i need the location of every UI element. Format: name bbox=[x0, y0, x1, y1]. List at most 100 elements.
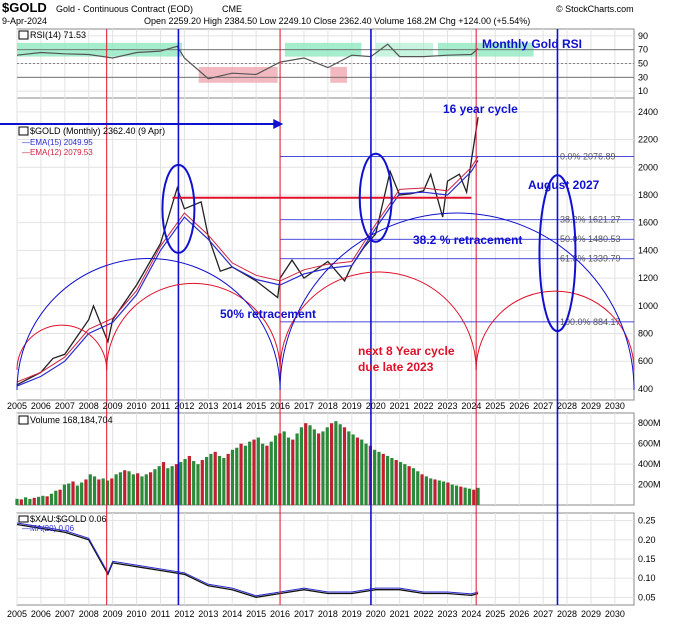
volume-bar bbox=[110, 478, 114, 505]
volume-bar bbox=[15, 498, 19, 505]
volume-bar bbox=[45, 496, 49, 505]
x-axis-year-label: 2023 bbox=[437, 401, 457, 411]
volume-bar bbox=[170, 466, 174, 505]
volume-bar bbox=[321, 431, 325, 505]
volume-bar bbox=[463, 487, 467, 505]
volume-bar bbox=[467, 488, 472, 505]
price-tick-label: 800 bbox=[638, 329, 653, 339]
volume-bar bbox=[161, 462, 166, 505]
volume-bar bbox=[226, 453, 230, 505]
ema15-line bbox=[16, 159, 479, 387]
volume-bar bbox=[179, 462, 183, 505]
ratio-label: $XAU:$GOLD 0.06 bbox=[30, 514, 107, 524]
volume-bar bbox=[127, 471, 131, 505]
x-axis-year-label: 2017 bbox=[294, 609, 314, 619]
x-axis-year-label: 2010 bbox=[127, 401, 147, 411]
volume-bar bbox=[217, 455, 222, 505]
volume-bar bbox=[454, 485, 459, 505]
x-axis-year-label: 2009 bbox=[103, 609, 123, 619]
volume-bar bbox=[24, 497, 28, 505]
volume-bar bbox=[252, 439, 256, 505]
volume-bar bbox=[360, 439, 364, 505]
volume-bar bbox=[166, 468, 170, 505]
price-tick-label: 2200 bbox=[638, 135, 658, 145]
x-axis-year-label: 2020 bbox=[366, 401, 386, 411]
x-axis-year-label: 2016 bbox=[270, 401, 290, 411]
volume-bar bbox=[459, 486, 463, 505]
volume-bar bbox=[243, 445, 247, 505]
x-axis-year-label: 2011 bbox=[151, 401, 170, 411]
volume-bar bbox=[192, 461, 196, 505]
volume-bar bbox=[84, 479, 88, 505]
volume-bar bbox=[261, 443, 265, 505]
volume-bar bbox=[295, 433, 299, 505]
rsi-low-band-2018 bbox=[330, 66, 348, 83]
x-axis-year-label: 2026 bbox=[509, 609, 529, 619]
volume-bar bbox=[235, 447, 239, 505]
x-axis-year-label: 2029 bbox=[581, 609, 601, 619]
rsi-tick-label: 10 bbox=[638, 86, 648, 96]
price-tick-label: 2000 bbox=[638, 162, 658, 172]
volume-bar bbox=[433, 479, 437, 505]
volume-tick-label: 800M bbox=[638, 418, 661, 428]
price-legend-box bbox=[18, 126, 29, 136]
volume-bar bbox=[437, 480, 441, 505]
volume-bar bbox=[304, 423, 308, 505]
ratio-tick-label: 0.15 bbox=[638, 554, 656, 564]
fib-label: 61.8% 1339.79 bbox=[560, 254, 621, 264]
rsi-annotation: Monthly Gold RSI bbox=[482, 37, 582, 51]
volume-bar bbox=[92, 476, 97, 505]
volume-tick-label: 600M bbox=[638, 439, 661, 449]
x-axis-year-label: 2013 bbox=[198, 609, 218, 619]
volume-bar bbox=[329, 423, 334, 505]
cycle-arc-red bbox=[279, 271, 477, 371]
price-tick-label: 400 bbox=[638, 384, 653, 394]
price-legend-main: $GOLD (Monthly) 2362.40 (9 Apr) bbox=[30, 126, 165, 136]
x-axis-year-label: 2018 bbox=[318, 609, 338, 619]
volume-bar bbox=[291, 439, 295, 505]
price-tick-label: 600 bbox=[638, 356, 653, 366]
fib-label: 50.0% 1480.53 bbox=[560, 234, 621, 244]
exchange-label: CME bbox=[222, 4, 242, 14]
volume-bar bbox=[174, 464, 179, 505]
axis-ticks: 90 70 50 30 10 2400 2200 2000 1800 1600 1400 1200 10… bbox=[638, 31, 661, 602]
x-axis-year-label: 2012 bbox=[174, 401, 194, 411]
x-axis-year-label: 2006 bbox=[31, 609, 51, 619]
volume-bar bbox=[416, 471, 420, 505]
volume-bar bbox=[355, 437, 360, 505]
volume-bar bbox=[144, 474, 148, 505]
x-axis-year-label: 2014 bbox=[222, 401, 242, 411]
volume-bar bbox=[420, 474, 424, 505]
x-axis-year-label: 2024 bbox=[461, 609, 481, 619]
volume-bar bbox=[390, 457, 394, 505]
volume-bar bbox=[41, 495, 45, 505]
x-axis-year-label: 2015 bbox=[246, 401, 266, 411]
volume-bar bbox=[347, 431, 351, 505]
x-axis-year-label: 2005 bbox=[7, 401, 27, 411]
volume-bar bbox=[442, 481, 446, 505]
price-tick-label: 1800 bbox=[638, 190, 658, 200]
volume-bar bbox=[398, 462, 403, 505]
volume-bar bbox=[269, 441, 273, 505]
volume-bar bbox=[67, 483, 71, 505]
volume-bar bbox=[256, 437, 260, 505]
annot-16-year-cycle: 16 year cycle bbox=[443, 102, 518, 116]
volume-bar bbox=[200, 460, 204, 505]
x-axis-year-label: 2028 bbox=[557, 609, 577, 619]
volume-bar bbox=[32, 497, 36, 505]
rsi-series-line bbox=[16, 43, 479, 80]
ratio-tick-label: 0.05 bbox=[638, 592, 656, 602]
volume-bar bbox=[114, 474, 118, 505]
volume-bar bbox=[424, 476, 428, 505]
x-axis-year-label: 2027 bbox=[533, 609, 553, 619]
x-axis-year-label: 2014 bbox=[222, 609, 242, 619]
volume-bar bbox=[230, 449, 235, 505]
volume-bar bbox=[54, 490, 58, 505]
volume-bar bbox=[364, 443, 368, 505]
x-axis-year-label: 2030 bbox=[605, 401, 625, 411]
volume-bar bbox=[58, 489, 62, 505]
x-axis-year-label: 2023 bbox=[437, 609, 457, 619]
ratio-tick-label: 0.10 bbox=[638, 573, 656, 583]
ema12-line bbox=[16, 155, 479, 383]
